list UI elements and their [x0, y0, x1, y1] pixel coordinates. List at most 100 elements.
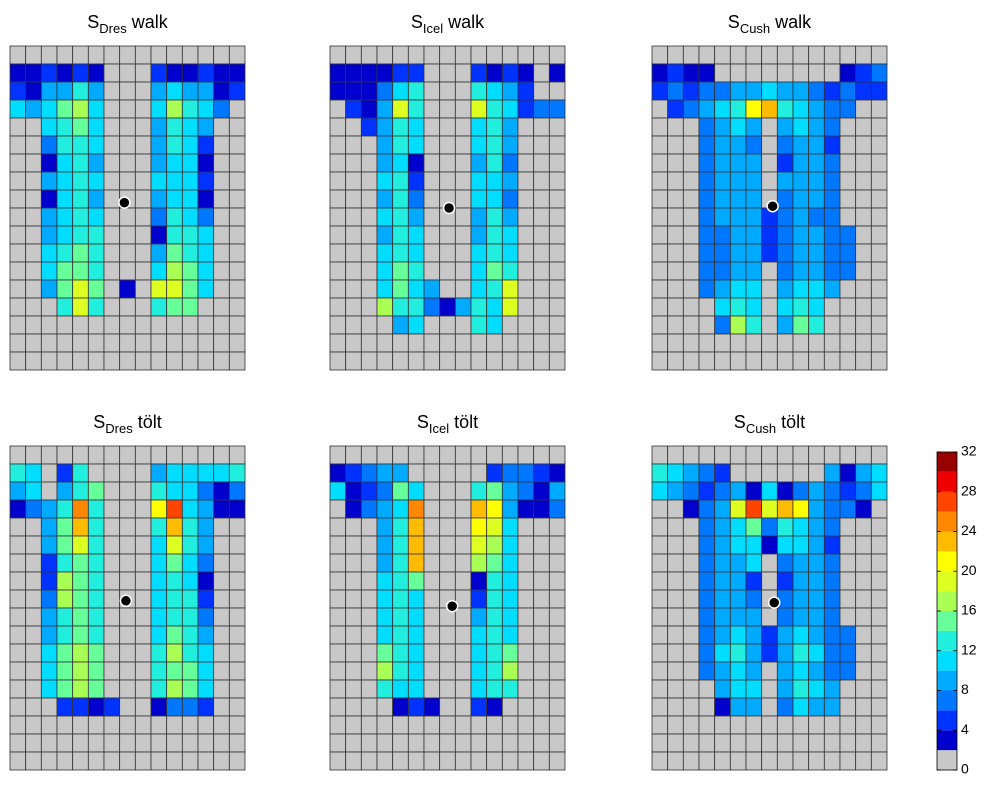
heatmap-cell [9, 625, 27, 645]
heatmap-cell [329, 571, 347, 591]
heatmap-cell [517, 225, 535, 245]
heatmap-cell [714, 751, 731, 771]
heatmap-cell [501, 261, 519, 281]
heatmap-cell [40, 625, 58, 645]
heatmap-cell [228, 463, 246, 483]
heatmap-cell [228, 445, 246, 465]
heatmap-cell [376, 153, 394, 173]
heatmap-cell [25, 481, 42, 501]
heatmap-cell [501, 189, 519, 209]
heatmap-cell [228, 733, 246, 753]
heatmap-cell [682, 153, 700, 173]
heatmap-cell [651, 189, 669, 209]
heatmap-cell [839, 679, 857, 699]
heatmap-cell [392, 571, 409, 591]
heatmap-cell [839, 499, 857, 519]
heatmap-cell [698, 607, 716, 627]
heatmap-cell [345, 351, 362, 371]
heatmap-cell [119, 45, 136, 65]
heatmap-cell [360, 135, 378, 155]
heatmap-cell [533, 261, 550, 281]
heatmap-cell [423, 243, 441, 263]
heatmap-cell [470, 499, 488, 519]
title-main: S [734, 412, 746, 432]
heatmap-cell [533, 333, 550, 353]
heatmap-cell [360, 751, 378, 771]
panel-title: SIcel tölt [417, 412, 478, 436]
heatmap-cell [486, 481, 503, 501]
heatmap-cell [870, 99, 888, 119]
heatmap-cell [439, 679, 456, 699]
heatmap-cell [698, 189, 716, 209]
heatmap-cell [729, 333, 747, 353]
heatmap-cell [166, 171, 183, 191]
heatmap-cell [329, 279, 347, 299]
heatmap-cell [56, 715, 74, 735]
heatmap-cell [439, 315, 456, 335]
heatmap-cell [40, 643, 58, 663]
heatmap-cell [855, 445, 872, 465]
heatmap-cell [228, 117, 246, 137]
heatmap-cell [839, 315, 857, 335]
heatmap-cell [56, 135, 74, 155]
heatmap-cell [729, 243, 747, 263]
heatmap-cell [470, 63, 488, 83]
heatmap-cell [25, 499, 42, 519]
heatmap-cell [517, 517, 535, 537]
heatmap-cell [839, 625, 857, 645]
heatmap-cell [9, 733, 27, 753]
heatmap-cell [698, 117, 716, 137]
heatmap-cell [548, 463, 566, 483]
heatmap-cell [714, 607, 731, 627]
heatmap-cell [407, 661, 425, 681]
heatmap-cell [103, 481, 121, 501]
heatmap-cell [150, 751, 168, 771]
heatmap-cell [682, 351, 700, 371]
heatmap-cell [150, 697, 168, 717]
heatmap-cell [839, 643, 857, 663]
heatmap-cell [470, 679, 488, 699]
heatmap-cell [423, 625, 441, 645]
heatmap-cell [714, 315, 731, 335]
heatmap-cell [486, 535, 503, 555]
heatmap-cell [72, 607, 89, 627]
heatmap-cell [651, 715, 669, 735]
heatmap-cell [119, 481, 136, 501]
heatmap-cell [376, 607, 394, 627]
heatmap-cell [548, 243, 566, 263]
colorbar-tick-label: 28 [961, 482, 977, 498]
heatmap-cell [9, 679, 27, 699]
heatmap-cell [792, 553, 810, 573]
heatmap-cell [392, 535, 409, 555]
heatmap-cell [533, 315, 550, 335]
heatmap-cell [103, 679, 121, 699]
heatmap-cell [228, 679, 246, 699]
heatmap-cell [486, 81, 503, 101]
heatmap-cell [792, 463, 810, 483]
heatmap-cell [745, 189, 763, 209]
heatmap-cell [423, 351, 441, 371]
heatmap-cell [119, 135, 136, 155]
heatmap-cell [548, 81, 566, 101]
panel-title: SIcel walk [411, 12, 485, 36]
heatmap-cell [72, 697, 89, 717]
heatmap-cell [392, 81, 409, 101]
heatmap-cell [823, 517, 841, 537]
heatmap-cell [119, 697, 136, 717]
heatmap-cell [501, 535, 519, 555]
heatmap-cell [376, 261, 394, 281]
heatmap-cell [150, 733, 168, 753]
heatmap-cell [197, 81, 215, 101]
heatmap-cell [808, 135, 825, 155]
heatmap-cell [376, 63, 394, 83]
heatmap-cell [134, 225, 152, 245]
heatmap-cell [407, 333, 425, 353]
heatmap-cell [150, 225, 168, 245]
heatmap-cell [501, 63, 519, 83]
heatmap-cell [855, 589, 872, 609]
heatmap-cell [651, 171, 669, 191]
heatmap-cell [839, 751, 857, 771]
heatmap-cell [392, 135, 409, 155]
colorbar-tick-label: 0 [961, 761, 969, 777]
